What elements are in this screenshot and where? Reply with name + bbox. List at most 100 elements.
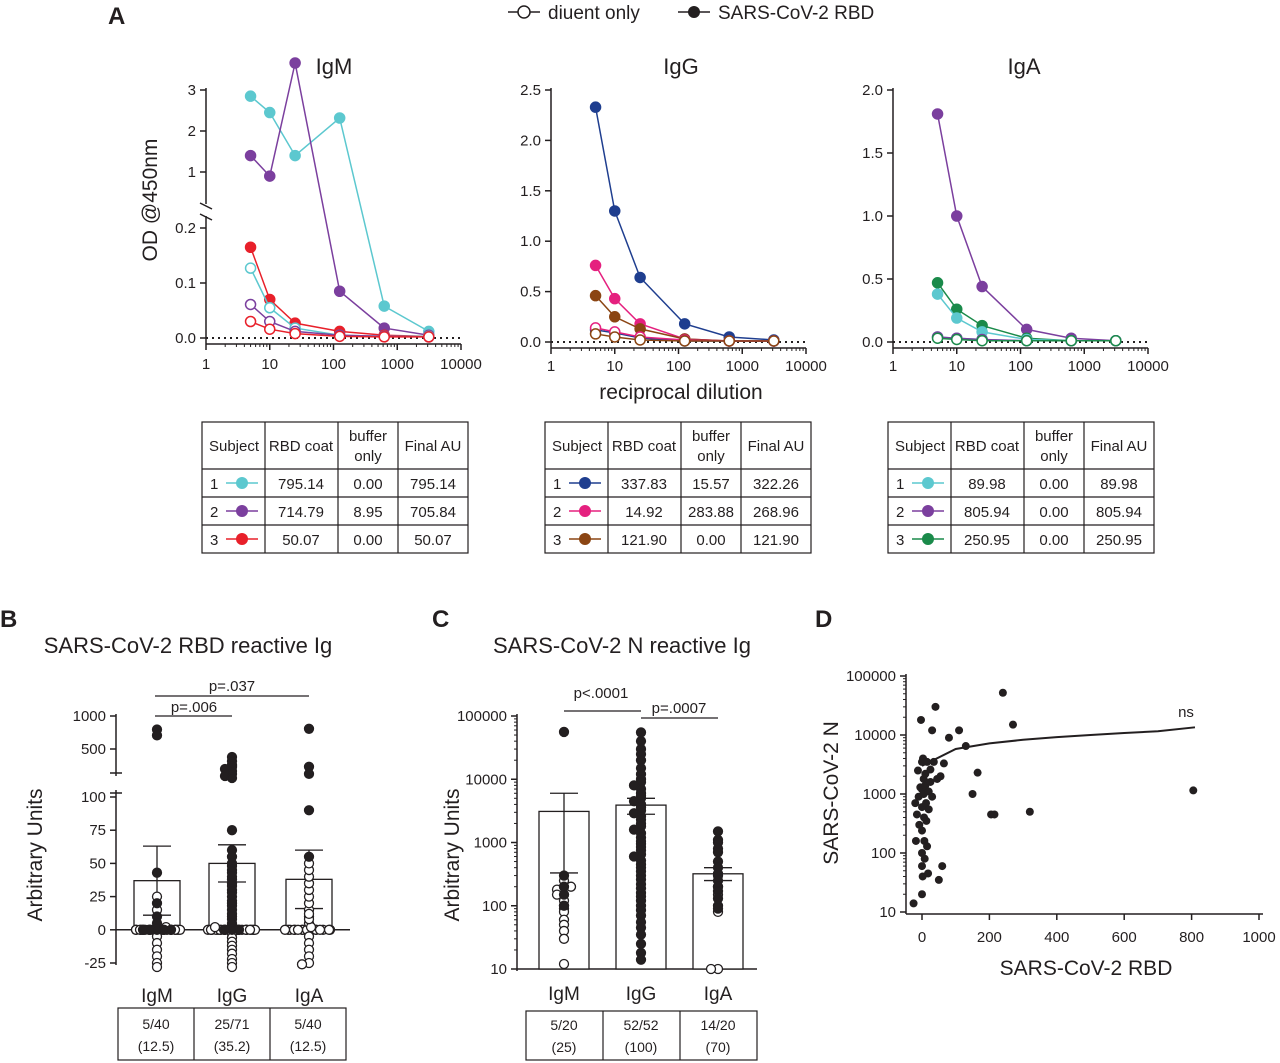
panel-d-point-51	[1008, 720, 1017, 729]
panel-b-filled-IgM-9	[137, 924, 149, 935]
table-0-row-1-marker-dot	[236, 505, 248, 517]
panel-d-point-15	[918, 890, 926, 899]
panel-c-count-igm-ratio: 5/20	[550, 1017, 577, 1033]
panel-label-d: D	[815, 606, 832, 633]
table-igg-header-buffer: buffer only	[692, 428, 730, 465]
legend-marker-open	[517, 5, 531, 19]
table-igm-row2-rbd: 714.79	[278, 504, 324, 521]
panel-d-point-47	[973, 768, 982, 777]
panel-d-annotation: ns	[1178, 704, 1194, 721]
panel-b: SARS-CoV-2 RBD reactive Ig Arbitrary Unit…	[24, 633, 350, 1007]
igm-point-0-4	[378, 300, 390, 312]
panel-d-point-28	[923, 842, 932, 851]
panel-d-point-32	[926, 765, 935, 774]
panel-b-filled-IgG-8	[226, 772, 238, 784]
table-2-row-1-marker-dot	[922, 505, 934, 517]
igm-point-4-0	[244, 298, 257, 311]
table-igg-header-buffer-line1: buffer	[692, 428, 730, 445]
igm-axis-break-2	[199, 213, 213, 221]
legend: diuent only SARS-CoV-2 RBD	[508, 3, 874, 24]
panel-b-filled-IgA-3	[303, 805, 315, 816]
igg-ytick-label-2.0: 2.0	[520, 132, 541, 149]
igm-point-3-0	[244, 262, 257, 274]
panel-b-sig-label-1: p=.006	[171, 699, 217, 716]
igm-ytick-label-2: 2	[188, 123, 196, 140]
panel-b-open-IgG-36	[226, 961, 238, 973]
igm-point-5-2	[289, 327, 301, 340]
table-igg-row2-subject: 2	[553, 504, 561, 521]
panel-c-filled-IgM-4	[558, 900, 570, 911]
igm-point-5-0	[244, 315, 257, 328]
panel-b-category-IgG: IgG	[217, 986, 248, 1007]
table-iga-header-subject: Subject	[895, 438, 946, 455]
igg-series-line-0	[594, 106, 774, 341]
table-1-row-1-marker	[569, 505, 601, 517]
iga-point-5-5	[1110, 334, 1122, 347]
igg-point-5-3	[678, 335, 691, 347]
panel-d-point-35	[928, 726, 937, 735]
panel-d-xtick-label-200: 200	[977, 929, 1002, 946]
panel-d-point-27	[923, 757, 932, 766]
panel-a-iga: IgA 1 10 100 1000 10000 0.0 0.5 1.0 1.5 2.0	[862, 54, 1169, 375]
panel-b-count-igg-pct: (35.2)	[214, 1038, 251, 1054]
iga-point-5-0	[931, 332, 944, 344]
table-iga-row2-final: 805.94	[1096, 504, 1142, 521]
panel-b-count-igm-ratio: 5/40	[142, 1016, 169, 1032]
igm-title: IgM	[316, 54, 353, 79]
panel-a-xlabel: reciprocal dilution	[599, 381, 762, 404]
table-igm-header-buffer-line2: only	[354, 448, 382, 465]
iga-ytick-label-0.0: 0.0	[862, 334, 883, 351]
panel-c-filled-IgM-0	[558, 726, 570, 738]
panel-a-ylabel: OD @450nm	[139, 139, 162, 262]
igm-xtick-label-10: 10	[261, 356, 278, 373]
iga-xtick-label-10: 10	[948, 358, 965, 375]
iga-point-5-1	[951, 333, 963, 346]
table-iga-row3-buffer: 0.00	[1039, 532, 1068, 549]
panel-c-filled-IgG-49	[635, 938, 647, 949]
iga-point-5-2	[976, 334, 988, 347]
panel-b-open-IgA-10	[323, 924, 335, 935]
panel-b-filled-IgM-3	[151, 898, 163, 909]
panel-c-count-iga-ratio: 14/20	[700, 1017, 735, 1033]
panel-d-point-44	[955, 726, 964, 735]
panel-c-filled-IgG-51	[635, 954, 647, 965]
table-igm-row3-buffer: 0.00	[353, 532, 382, 549]
table-iga-row2-subject: 2	[896, 504, 904, 521]
panel-d-point-2	[911, 836, 920, 845]
panel-d-xtick-label-600: 600	[1112, 929, 1137, 946]
igm-ytick-label-0.2: 0.2	[175, 220, 196, 237]
igg-title: IgG	[663, 54, 698, 79]
table-igm-row3-final: 50.07	[414, 532, 452, 549]
panel-b-ytick-label-500: 500	[81, 741, 106, 758]
panel-c-category-IgG: IgG	[626, 984, 657, 1005]
panel-c-title: SARS-CoV-2 N reactive Ig	[493, 633, 751, 658]
igm-point-1-1	[264, 170, 276, 182]
panel-d-point-26	[922, 816, 931, 825]
table-igg-header-rbd: RBD coat	[612, 438, 677, 455]
panel-b-open-IgM-27	[151, 961, 163, 973]
panel-b-category-IgA: IgA	[295, 986, 324, 1007]
igg-xtick-label-10: 10	[606, 358, 623, 375]
table-iga-header-rbd: RBD coat	[955, 438, 1020, 455]
table-igm-row3-rbd: 50.07	[282, 532, 320, 549]
table-1-row-1-marker-dot	[579, 505, 591, 517]
table-igg-row1-subject: 1	[553, 476, 561, 493]
panel-d-point-4	[913, 766, 922, 775]
panel-d-point-43	[944, 733, 953, 742]
igm-point-5-5	[423, 331, 435, 343]
panel-d-point-33	[926, 777, 935, 786]
panel-d-point-31	[924, 805, 933, 814]
table-1-row-2-marker-dot	[579, 533, 591, 545]
panel-c-ytick-label-100: 100	[482, 898, 507, 915]
panel-d-point-22	[920, 854, 929, 863]
iga-title: IgA	[1007, 54, 1040, 79]
panel-c-open-IgA-5	[705, 963, 717, 975]
igg-point-5-2	[634, 334, 646, 346]
table-igg-header-subject: Subject	[552, 438, 603, 455]
igg-point-0-0	[589, 101, 602, 113]
panel-b-filled-IgM-1	[151, 730, 163, 741]
legend-marker-filled	[688, 6, 700, 18]
panel-b-open-IgA-14	[279, 924, 291, 935]
